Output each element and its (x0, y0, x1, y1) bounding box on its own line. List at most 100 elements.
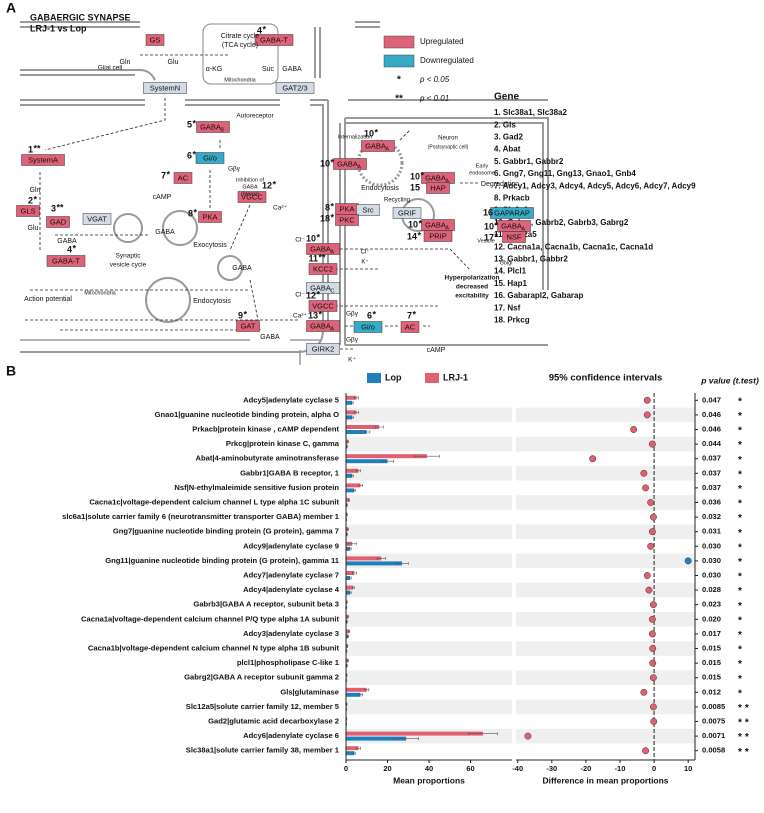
bar (346, 400, 353, 405)
diff-point (648, 528, 656, 536)
node-number: 10 (484, 221, 494, 231)
row-stripe (516, 641, 695, 656)
diagram-label: Glial cell (98, 65, 123, 72)
node-number: 10 (320, 158, 330, 168)
diagram-label: GABA (155, 229, 175, 236)
diagram-label: Ca²⁺ (273, 205, 287, 212)
vesicle (113, 213, 143, 243)
node-significance: * (319, 309, 323, 319)
x-tick-label: 60 (466, 764, 474, 773)
gene-node (237, 191, 267, 203)
error-bar (352, 488, 356, 492)
row-stripe (516, 582, 695, 598)
significance: * (738, 455, 745, 466)
p-value: 0.020 (702, 614, 721, 623)
bar (346, 576, 351, 580)
diff-point (647, 499, 655, 506)
legend-label: LRJ-1 (443, 372, 468, 382)
diagram-label: Ca²⁺ (293, 313, 307, 320)
diagram-label: K⁺ (361, 259, 368, 266)
error-bar (356, 746, 361, 750)
gene-node (254, 34, 294, 46)
category-label: Gabrg2|GABA A receptor subunit gamma 2 (184, 673, 339, 682)
gene-title: Gene (494, 92, 519, 103)
node-number: 1 (28, 144, 33, 154)
node-subscript: B (220, 127, 224, 133)
gene-node (308, 263, 338, 275)
diagram-label: endosome (469, 170, 495, 176)
diff-point (650, 718, 658, 725)
category-label: Cacna1b|voltage-dependent calcium channe… (88, 644, 340, 653)
diff-point (643, 411, 651, 419)
category-label: slc6a1|solute carrier family 6 (neurotra… (62, 512, 340, 521)
gene-node (353, 321, 383, 333)
diagram-label: Early (476, 163, 489, 169)
significance: * (738, 484, 745, 495)
diagram-label: cAMP (427, 347, 446, 354)
vesicle (145, 277, 191, 323)
gene-node (198, 211, 222, 223)
node-label: GAD (50, 217, 67, 226)
row-stripe (346, 495, 512, 510)
bar (346, 590, 351, 595)
x-tick-label: 10 (684, 764, 692, 773)
significance: * (738, 557, 745, 568)
gene-item: 17. Nsf (494, 303, 521, 312)
row-stripe (516, 407, 695, 423)
node-number: 16 (483, 207, 493, 217)
diagram-label: GABA (242, 184, 258, 190)
category-label: Adcy5|adenylate cyclase 5 (243, 395, 340, 404)
node-label: GIRK2 (312, 344, 335, 353)
diagram-label: Hyperpolarization (445, 275, 500, 282)
gene-node (356, 204, 380, 216)
row-stripe (516, 728, 695, 744)
x-tick-label: -10 (615, 764, 626, 773)
diagram-label: cAMP (153, 194, 172, 201)
category-label: Slc38a1|solute carrier family 38, member… (186, 746, 340, 755)
legend-label: Downregulated (420, 56, 474, 65)
node-number: 9 (238, 310, 243, 320)
error-bar (347, 615, 349, 619)
legend-label: p < 0.05 (419, 75, 450, 84)
node-significance: * (73, 243, 77, 253)
diagram-label: Gβγ (228, 166, 241, 173)
bar (346, 454, 427, 459)
row-stripe (516, 524, 695, 539)
node-number: 11 (308, 253, 318, 263)
bar (346, 556, 382, 561)
node-label: GABA (200, 122, 221, 131)
diagram-label: GABA (260, 334, 280, 341)
p-value: 0.044 (702, 439, 722, 448)
bar (346, 395, 357, 400)
diff-point (640, 688, 648, 696)
bar (346, 483, 361, 488)
node-significance: * (331, 157, 335, 167)
gene-item: 13. Gabbr1, Gabbr2 (494, 255, 568, 264)
row-stripe (516, 466, 695, 481)
node-subscript: A (445, 178, 449, 184)
diagram-label: Gln (120, 59, 131, 66)
node-number: 7 (161, 170, 166, 180)
node-label: Src (362, 205, 374, 214)
bar (346, 751, 355, 756)
category-label: Adcy3|adenylate cyclase 3 (243, 629, 339, 638)
row-stripe (516, 612, 695, 627)
bar (346, 736, 407, 741)
node-label: PKC (339, 215, 355, 224)
category-label: Gng11|guanine nucleotide binding protein… (105, 556, 340, 565)
node-significance: * (194, 207, 198, 217)
gene-node (423, 230, 453, 242)
node-subscript: A (445, 225, 449, 231)
legend-symbol: * (397, 75, 401, 86)
diagram-label: GABA (57, 238, 77, 245)
error-bar (346, 664, 348, 668)
error-bar (350, 401, 354, 405)
node-number: 8 (188, 208, 193, 218)
x-axis-label: Mean proportions (393, 775, 465, 785)
gene-item: 16. Gabarapl2, Gabarap (494, 291, 583, 300)
diagram-label: GABA (232, 265, 252, 272)
error-bar (395, 561, 409, 565)
p-value: 0.030 (702, 571, 721, 580)
gene-item: 4. Abat (494, 145, 521, 154)
significance: * (738, 688, 745, 699)
